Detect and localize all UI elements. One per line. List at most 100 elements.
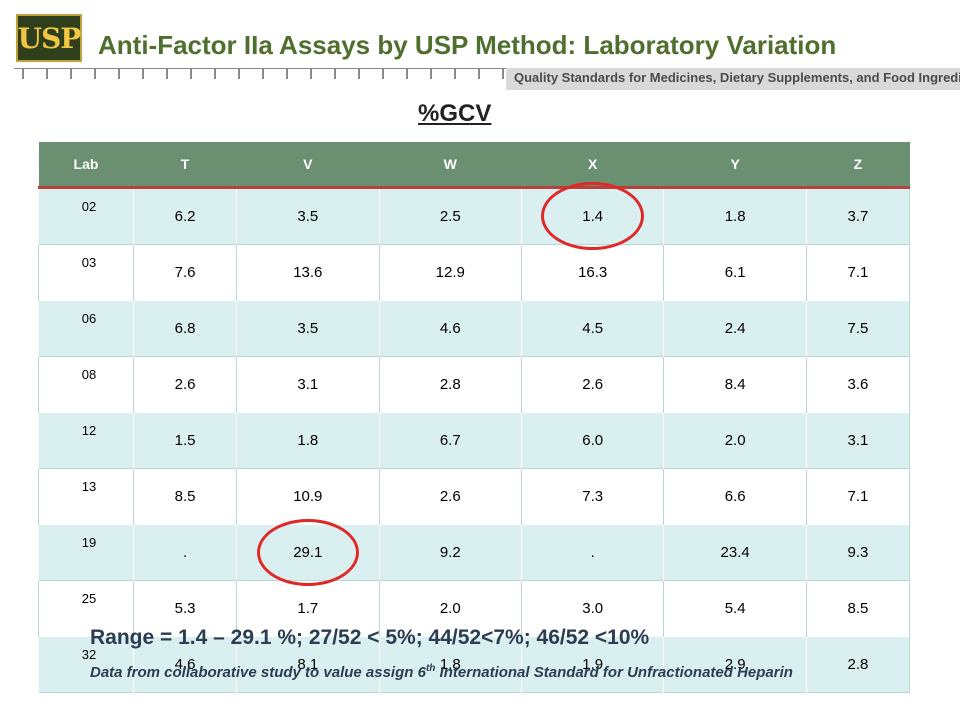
header-row: Lab T V W X Y Z xyxy=(38,142,910,189)
ruler-tick xyxy=(190,69,192,79)
lab-cell: 08 xyxy=(38,356,134,413)
note-text-start: Data from collaborative study to value a… xyxy=(90,664,426,681)
table-row: 13 8.5 10.9 2.6 7.3 6.6 7.1 xyxy=(38,468,910,525)
ruler-tick xyxy=(406,69,408,79)
ruler-tick xyxy=(430,69,432,79)
value-cell: 6.1 xyxy=(663,244,807,301)
usp-logo: USP xyxy=(16,14,82,62)
value-cell: 2.0 xyxy=(378,580,522,637)
value-cell: 1.5 xyxy=(132,412,237,469)
column-header-x: X xyxy=(521,142,664,189)
value-cell: 2.6 xyxy=(520,356,664,413)
value-cell: 2.0 xyxy=(663,412,807,469)
gcv-table: Lab T V W X Y Z 02 6.2 3.5 2.5 1.4 1.8 3.7 03 7.… xyxy=(38,142,910,693)
value-cell: 2.4 xyxy=(663,300,807,357)
value-cell: 8.5 xyxy=(132,468,237,525)
table-row: 19. 29.1 9.2. 23.4 9.3 xyxy=(38,524,910,581)
slide-title: Anti-Factor IIa Assays by USP Method: La… xyxy=(98,30,837,60)
table-row: 02 6.2 3.5 2.5 1.4 1.8 3.7 xyxy=(38,187,910,245)
value-cell: 3.6 xyxy=(805,356,910,413)
table-row: 32 4.6 8.1 1.8 1.9 2.9 2.8 xyxy=(38,636,910,693)
ruler-tick xyxy=(262,69,264,79)
ruler-tick xyxy=(310,69,312,79)
value-cell: 2.6 xyxy=(132,356,237,413)
value-cell: 8.1 xyxy=(236,636,380,693)
value-cell: 4.6 xyxy=(378,300,522,357)
ruler-tick xyxy=(142,69,144,79)
value-cell: . xyxy=(132,524,237,581)
ruler-tick xyxy=(358,69,360,79)
lab-cell: 13 xyxy=(38,468,134,525)
table-row: 06 6.8 3.5 4.6 4.5 2.4 7.5 xyxy=(38,300,910,357)
ruler-tick xyxy=(478,69,480,79)
value-cell: 3.0 xyxy=(520,580,664,637)
value-cell: 1.8 xyxy=(378,636,522,693)
ruler-tick xyxy=(286,69,288,79)
ruler-tick xyxy=(94,69,96,79)
value-cell: 3.1 xyxy=(236,356,380,413)
value-cell: 4.5 xyxy=(520,300,664,357)
ruler-tick xyxy=(334,69,336,79)
value-cell: 7.1 xyxy=(805,468,910,525)
value-cell: 4.6 xyxy=(132,636,237,693)
value-cell: 3.7 xyxy=(805,187,910,245)
value-cell: 9.3 xyxy=(805,524,910,581)
value-cell: 12.9 xyxy=(378,244,522,301)
column-header-v: V xyxy=(236,142,380,189)
value-cell: 5.4 xyxy=(663,580,807,637)
value-cell: 7.6 xyxy=(132,244,237,301)
value-cell: 16.3 xyxy=(520,244,664,301)
column-header-z: Z xyxy=(806,142,910,189)
ruler-tick xyxy=(214,69,216,79)
value-cell: 8.5 xyxy=(805,580,910,637)
value-cell: 7.1 xyxy=(805,244,910,301)
ruler-tick xyxy=(46,69,48,79)
table-subtitle: %GCV xyxy=(418,100,492,127)
ruler-tick xyxy=(502,69,504,79)
lab-cell: 25 xyxy=(38,580,134,637)
lab-cell: 32 xyxy=(38,636,134,693)
table-row: 12 1.5 1.8 6.7 6.0 2.0 3.1 xyxy=(38,412,910,469)
column-header-w: W xyxy=(379,142,522,189)
value-cell: 1.8 xyxy=(236,412,380,469)
column-header-t: T xyxy=(133,142,237,189)
lab-cell: 06 xyxy=(38,300,134,357)
value-cell: 2.8 xyxy=(805,636,910,693)
highlight-circle xyxy=(541,181,644,251)
value-cell: . xyxy=(520,524,664,581)
ruler-tick xyxy=(22,69,24,79)
value-cell: 13.6 xyxy=(236,244,380,301)
value-cell: 3.5 xyxy=(236,187,380,245)
value-cell: 6.7 xyxy=(378,412,522,469)
lab-cell: 02 xyxy=(38,187,134,245)
table-row: 08 2.6 3.1 2.8 2.6 8.4 3.6 xyxy=(38,356,910,413)
value-cell: 9.2 xyxy=(378,524,522,581)
ruler-decoration xyxy=(14,68,506,79)
value-cell: 23.4 xyxy=(663,524,807,581)
value-cell: 8.4 xyxy=(663,356,807,413)
range-summary: Range = 1.4 – 29.1 %; 27/52 < 5%; 44/52<… xyxy=(90,626,650,649)
value-cell: 2.6 xyxy=(378,468,522,525)
table-row: 03 7.6 13.6 12.9 16.3 6.1 7.1 xyxy=(38,244,910,301)
ruler-tick xyxy=(166,69,168,79)
value-cell: 6.0 xyxy=(520,412,664,469)
lab-cell: 03 xyxy=(38,244,134,301)
tagline-band xyxy=(506,68,960,90)
lab-cell: 12 xyxy=(38,412,134,469)
value-cell: 1.7 xyxy=(236,580,380,637)
value-cell: 3.5 xyxy=(236,300,380,357)
logo-text: USP xyxy=(17,21,82,55)
ruler-tick xyxy=(118,69,120,79)
source-note: Data from collaborative study to value a… xyxy=(90,658,910,683)
highlight-circle xyxy=(256,518,360,587)
value-cell: 10.9 xyxy=(236,468,380,525)
value-cell: 3.1 xyxy=(805,412,910,469)
ruler-tick xyxy=(382,69,384,79)
note-superscript: th xyxy=(425,663,436,674)
column-header-lab: Lab xyxy=(38,142,134,189)
table-body: 02 6.2 3.5 2.5 1.4 1.8 3.7 03 7.6 13.6 12.9 16.3 6.1… xyxy=(38,187,910,693)
value-cell: 5.3 xyxy=(132,580,237,637)
tagline: Quality Standards for Medicines, Dietary… xyxy=(514,70,960,85)
value-cell: 6.8 xyxy=(132,300,237,357)
value-cell: 6.6 xyxy=(663,468,807,525)
